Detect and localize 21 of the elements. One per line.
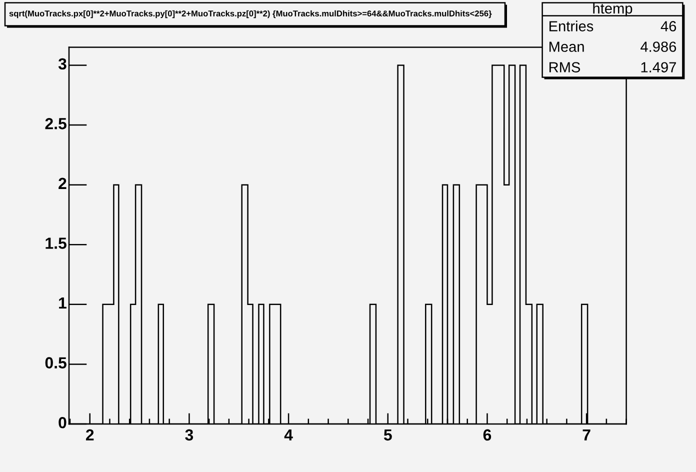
annotation: Mean xyxy=(549,42,584,52)
y-tick-label: 1.5 xyxy=(46,238,66,249)
y-tick-label: 2 xyxy=(58,178,66,189)
y-tick-label: 0.5 xyxy=(45,357,66,368)
x-tick-label: 2 xyxy=(86,429,94,440)
y-tick-label: 0 xyxy=(58,416,66,428)
text: Entries xyxy=(549,20,594,32)
text: htemp xyxy=(593,2,632,16)
x-tick-label: 5 xyxy=(384,429,392,441)
x-tick-label: 3 xyxy=(185,429,194,441)
y-tick-label: 1 xyxy=(59,298,66,309)
y-tick-label: 2.5 xyxy=(45,118,66,130)
x-tick-label: 7 xyxy=(582,429,590,440)
y-tick-label: 3 xyxy=(58,58,66,70)
x-tick-label: 4 xyxy=(284,429,293,440)
text: 46 xyxy=(660,21,676,32)
text: 4.986 xyxy=(640,42,676,52)
text: 1.497 xyxy=(641,62,676,72)
chart-title: sqrt(MuoTracks.px[0]**2+MuoTracks.py[0]**2+MuoTracks.pz[0]**2) {MuoTracks.mulDhits>=64&&MuoTracks.mulDhits<256} xyxy=(9,10,492,18)
x-tick-label: 6 xyxy=(483,429,492,441)
annotation: RMS xyxy=(549,62,580,72)
